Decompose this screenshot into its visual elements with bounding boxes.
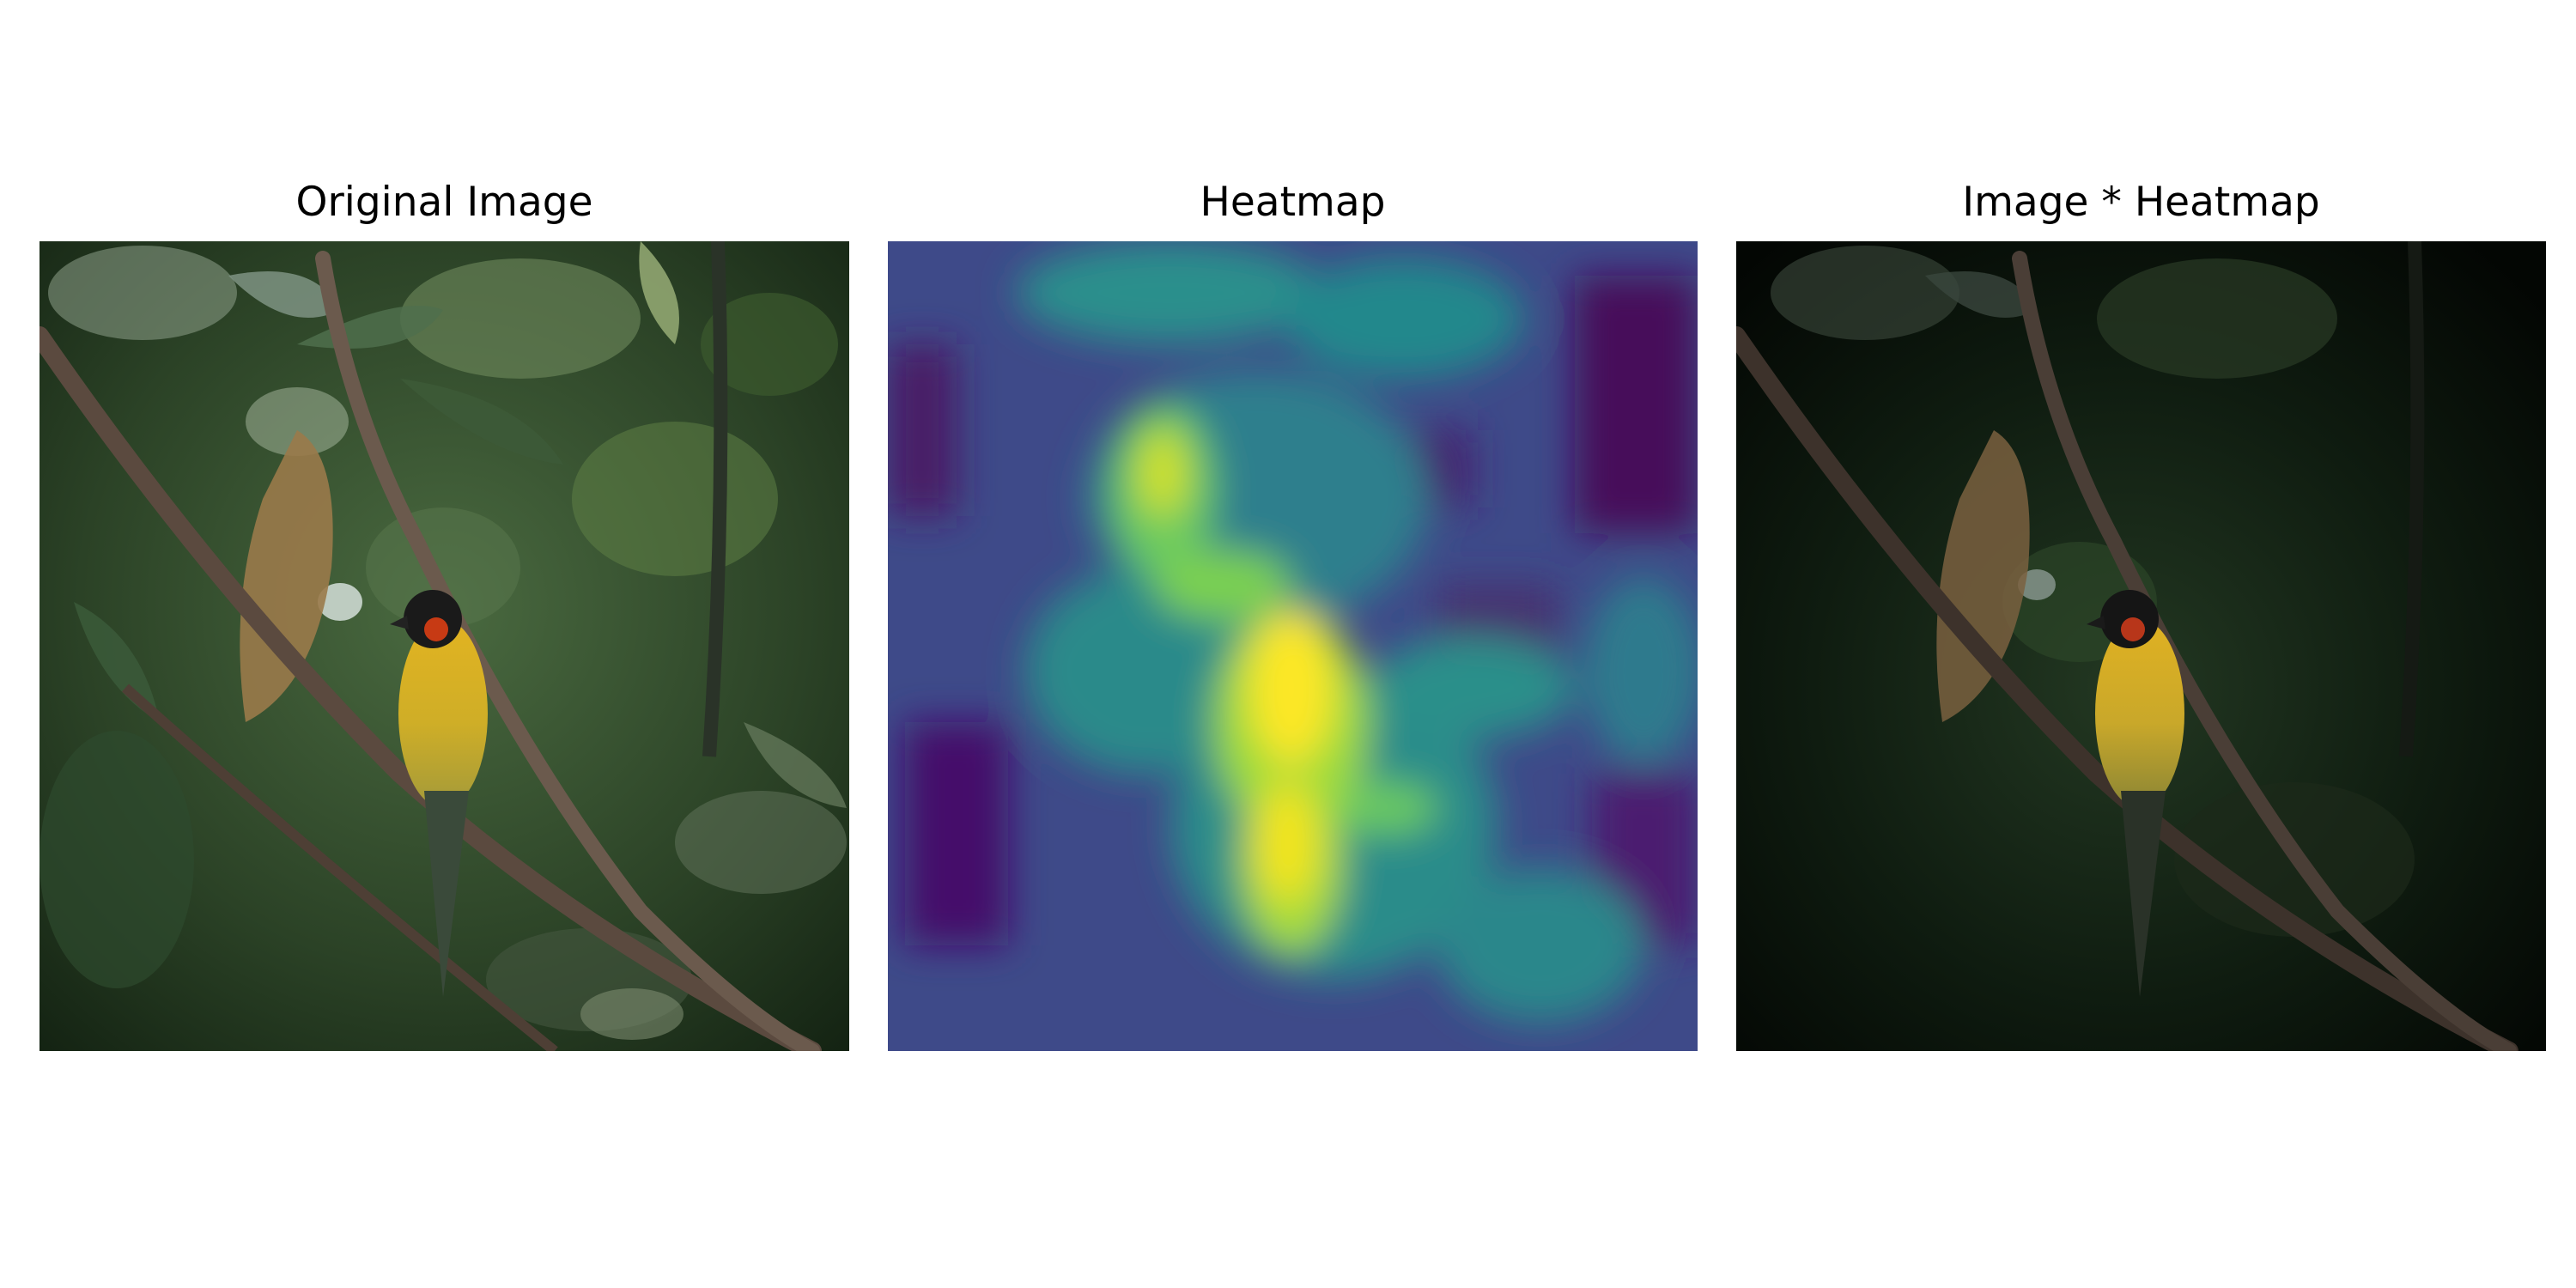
masked-bird: [2087, 590, 2184, 997]
masked-scene: [1736, 241, 2546, 1051]
heatmap: [888, 241, 1698, 1051]
original-image-panel: [39, 241, 849, 1051]
original-image-title: Original Image: [295, 179, 593, 226]
image-times-heatmap-title: Image * Heatmap: [1962, 179, 2320, 226]
original-image: [39, 241, 849, 1051]
photo-scene: [39, 241, 849, 1051]
bird: [390, 590, 488, 997]
image-times-heatmap: [1736, 241, 2546, 1051]
heatmap-title: Heatmap: [1200, 179, 1386, 226]
heatmap-panel: [888, 241, 1698, 1051]
image-times-heatmap-panel: [1736, 241, 2546, 1051]
heatmap-field: [888, 241, 1698, 1051]
